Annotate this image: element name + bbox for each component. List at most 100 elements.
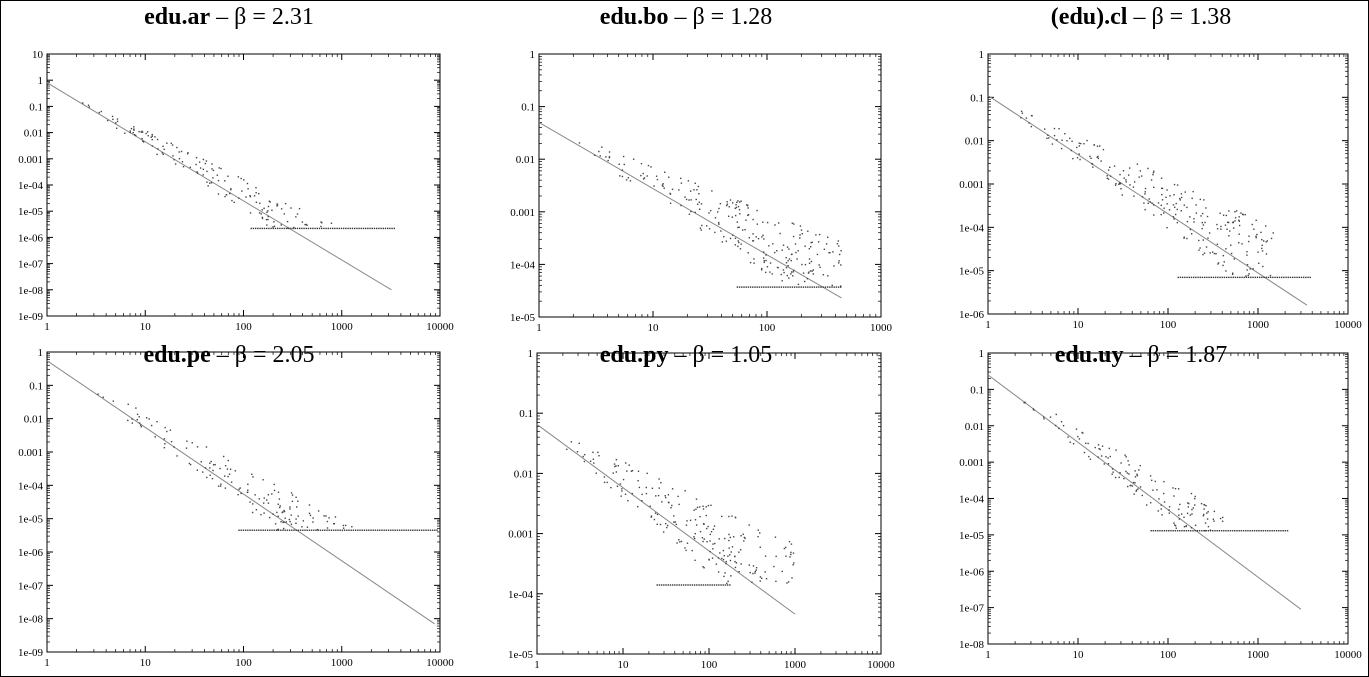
scatter-point — [1202, 224, 1205, 226]
floor-point — [315, 529, 317, 531]
scatter-point — [752, 218, 754, 221]
scatter-point — [295, 496, 297, 499]
scatter-point — [1125, 470, 1127, 473]
scatter-point — [1127, 460, 1129, 462]
scatter-point — [261, 209, 263, 211]
scatter-point — [578, 442, 580, 445]
scatter-point — [810, 260, 813, 263]
scatter-point — [1023, 402, 1025, 404]
scatter-point — [219, 485, 222, 487]
scatter-point — [1166, 226, 1168, 229]
floor-point — [720, 584, 722, 586]
scatter-point — [774, 536, 777, 538]
scatter-point — [737, 205, 740, 208]
scatter-point — [1230, 244, 1232, 246]
scatter-point — [566, 448, 568, 451]
scatter-point — [1107, 457, 1109, 459]
scatter-point — [273, 221, 275, 223]
scatter-point — [246, 182, 249, 185]
floor-point — [378, 227, 380, 230]
scatter-point — [1157, 202, 1160, 204]
scatter-point — [728, 206, 730, 208]
scatter-point — [226, 468, 229, 470]
floor-point — [722, 584, 724, 586]
scatter-point — [658, 478, 660, 480]
scatter-point — [744, 537, 746, 540]
floor-point — [1280, 530, 1282, 532]
scatter-point — [1217, 262, 1220, 264]
scatter-point — [1144, 191, 1146, 193]
scatter-point — [1234, 217, 1237, 219]
scatter-point — [169, 429, 172, 431]
scatter-point — [786, 246, 789, 248]
floor-point — [313, 529, 315, 531]
scatter-point — [1062, 424, 1065, 427]
scatter-point — [626, 470, 628, 472]
floor-point — [386, 227, 389, 230]
scatter-point — [697, 185, 700, 188]
scatter-point — [116, 118, 119, 120]
floor-point — [347, 227, 349, 230]
scatter-point — [1020, 117, 1022, 119]
scatter-point — [790, 273, 792, 275]
floor-point — [396, 529, 399, 531]
floor-point — [1278, 530, 1280, 532]
scatter-point — [763, 238, 765, 240]
y-tick-label: 1 — [979, 49, 985, 61]
scatter-point — [271, 209, 273, 211]
floor-point — [317, 529, 319, 531]
scatter-point — [1186, 206, 1188, 209]
scatter-point — [156, 138, 159, 141]
floor-point — [741, 286, 743, 288]
scatter-point — [719, 552, 721, 554]
scatter-point — [1172, 487, 1174, 489]
scatter-point — [1246, 263, 1249, 266]
scatter-point — [182, 165, 185, 168]
scatter-point — [776, 250, 778, 252]
scatter-point — [1147, 167, 1149, 170]
floor-point — [238, 529, 240, 531]
floor-point — [1258, 276, 1261, 279]
x-tick-label: 10000 — [426, 321, 454, 333]
scatter-point — [273, 483, 275, 486]
scatter-point — [308, 504, 311, 506]
scatter-point — [727, 580, 729, 583]
floor-point — [277, 529, 280, 531]
floor-point — [270, 227, 272, 230]
floor-point — [376, 529, 379, 531]
scatter-point — [224, 487, 227, 489]
scatter-point — [722, 558, 725, 561]
y-tick-label: 0.1 — [29, 101, 43, 113]
floor-point — [420, 529, 423, 531]
scatter-point — [769, 262, 772, 264]
scatter-point — [605, 156, 607, 158]
scatter-point — [1133, 493, 1135, 495]
scatter-point — [725, 240, 728, 242]
fit-line — [987, 95, 1308, 306]
floor-point — [826, 286, 829, 288]
scatter-point — [189, 463, 192, 466]
scatter-point — [708, 212, 710, 214]
floor-point — [726, 584, 729, 586]
scatter-point — [1152, 489, 1154, 491]
scatter-point — [1069, 137, 1071, 140]
scatter-point — [1192, 507, 1195, 509]
floor-point — [738, 286, 741, 288]
scatter-point — [269, 201, 271, 203]
scatter-point — [266, 499, 268, 501]
floor-point — [1206, 276, 1208, 279]
scatter-point — [612, 472, 614, 474]
floor-point — [392, 529, 394, 531]
scatter-point — [694, 519, 697, 521]
scatter-point — [1235, 210, 1238, 212]
floor-point — [1291, 276, 1294, 279]
scatter-point — [1227, 221, 1229, 223]
scatter-point — [734, 214, 737, 217]
scatter-point — [202, 158, 205, 161]
scatter-point — [747, 252, 749, 254]
scatter-point — [163, 446, 166, 449]
scatter-point — [1260, 231, 1262, 234]
scatter-point — [227, 175, 229, 177]
floor-point — [736, 286, 739, 288]
